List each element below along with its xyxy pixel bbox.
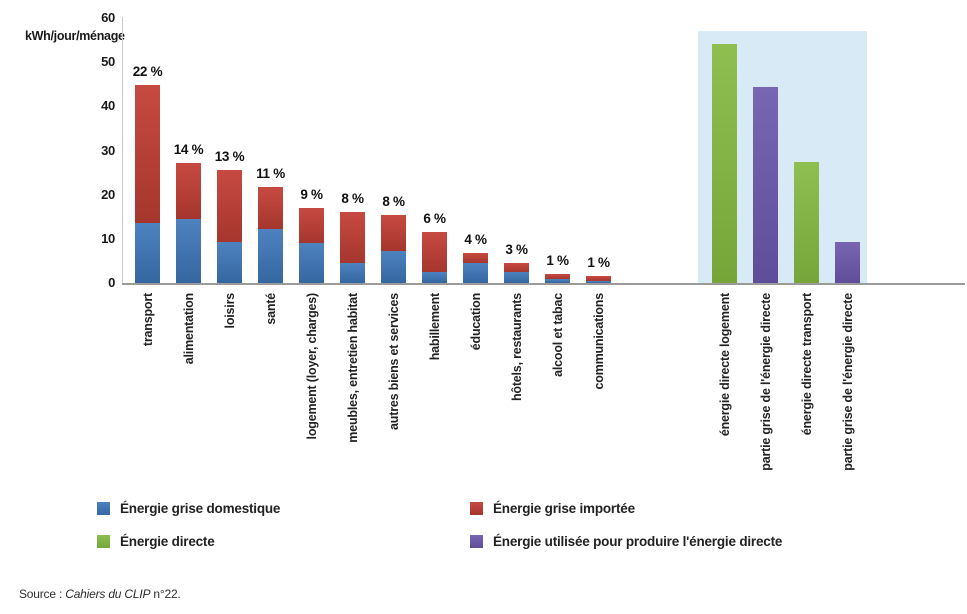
y-axis-tick-label: 50 [101, 54, 115, 70]
bar-percentage-label: 11 % [256, 166, 285, 182]
legend-swatch [470, 535, 483, 548]
bar-segment [381, 214, 406, 252]
source-caption: Source : Cahiers du CLIP n°22. [19, 587, 181, 601]
category-label: partie grise de l'énergie directe [840, 293, 855, 471]
bar-segment [217, 170, 242, 243]
y-axis-tick-label: 60 [101, 10, 115, 25]
bar-segment [299, 243, 324, 283]
x-axis-baseline [122, 283, 965, 285]
category-label: autres biens et services [386, 293, 401, 430]
category-label: transport [140, 293, 155, 347]
legend-label: Énergie directe [120, 534, 215, 549]
category-label: hôtels, restaurants [509, 293, 524, 402]
legend-item: Énergie grise importée [470, 501, 635, 516]
bar-segment [463, 263, 488, 283]
legend-label: Énergie grise importée [493, 501, 635, 516]
bar-segment [258, 229, 283, 283]
category-label: loisirs [222, 293, 237, 329]
bar-direct [835, 241, 860, 283]
legend-item: Énergie grise domestique [97, 501, 280, 516]
bar-percentage-label: 22 % [132, 64, 163, 80]
bar-segment [504, 271, 529, 283]
bar-segment [217, 242, 242, 283]
bar-segment [340, 212, 365, 264]
bar-segment [586, 281, 611, 283]
category-label: énergie directe logement [717, 293, 732, 437]
category-label: alcool et tabac [550, 293, 565, 377]
bar-segment [545, 279, 570, 283]
legend-swatch [470, 502, 483, 515]
bar-direct [753, 86, 778, 283]
bar-segment [381, 251, 406, 283]
bar-segment [545, 274, 570, 280]
bar-direct [794, 161, 819, 283]
bar-segment [258, 187, 283, 230]
bar-segment [135, 85, 160, 224]
bar-percentage-label: 1 % [546, 253, 569, 269]
legend-label: Énergie grise domestique [120, 501, 281, 516]
legend-item: Énergie utilisée pour produire l'énergie… [470, 534, 782, 549]
source-suffix: n°22. [150, 587, 181, 601]
category-label: logement (loyer, charges) [304, 293, 319, 440]
source-title: Cahiers du CLIP [65, 587, 151, 601]
bar-percentage-label: 8 % [382, 193, 405, 209]
bar-segment [176, 162, 201, 219]
category-label: communications [591, 293, 606, 390]
category-label: éducation [468, 293, 483, 351]
y-axis-unit-label: kWh/jour/ménage [25, 29, 125, 43]
y-axis-tick-label: 40 [101, 98, 115, 114]
y-axis-tick-label: 30 [101, 142, 115, 158]
bar-percentage-label: 9 % [300, 186, 323, 202]
bar-percentage-label: 14 % [173, 141, 204, 157]
legend-swatch [97, 535, 110, 548]
bar-percentage-label: 4 % [464, 231, 487, 247]
y-axis-line [122, 17, 123, 284]
bar-percentage-label: 8 % [341, 191, 364, 207]
bar-percentage-label: 13 % [214, 149, 245, 165]
bar-segment [340, 263, 365, 283]
category-label: santé [263, 293, 278, 325]
bar-percentage-label: 3 % [505, 241, 528, 257]
y-axis-tick-label: 20 [101, 186, 115, 202]
y-axis-tick-label: 0 [108, 275, 115, 290]
category-label: partie grise de l'énergie directe [758, 293, 773, 471]
category-label: habillement [427, 293, 442, 361]
category-label: énergie directe transport [799, 293, 814, 436]
bar-segment [586, 275, 611, 282]
bar-segment [504, 262, 529, 272]
source-prefix: Source : [19, 587, 66, 601]
bar-segment [422, 231, 447, 273]
legend-swatch [97, 502, 110, 515]
bar-segment [463, 252, 488, 264]
legend-item: Énergie directe [97, 534, 215, 549]
bar-segment [176, 218, 201, 283]
bar-segment [299, 207, 324, 244]
bar-direct [712, 44, 737, 283]
y-axis-tick-label: 10 [101, 230, 115, 246]
bar-percentage-label: 1 % [587, 254, 610, 270]
category-label: alimentation [181, 293, 196, 365]
bar-segment [135, 223, 160, 283]
legend-label: Énergie utilisée pour produire l'énergie… [493, 534, 783, 549]
bar-segment [422, 272, 447, 283]
bar-percentage-label: 6 % [423, 210, 446, 226]
category-label: meubles, entretien habitat [345, 293, 360, 443]
